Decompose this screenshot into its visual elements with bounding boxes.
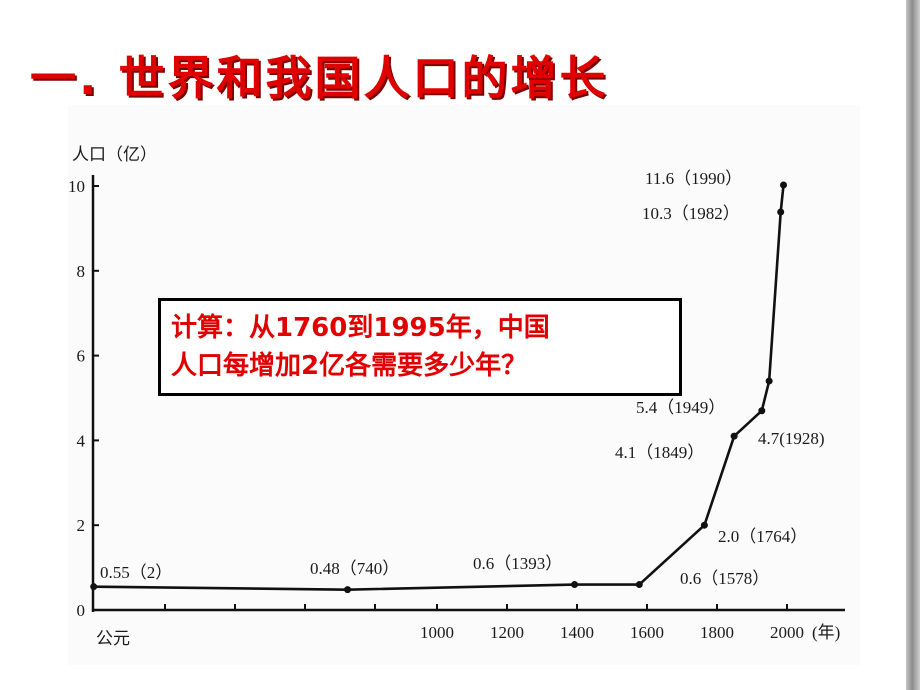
data-label: 2.0（1764） — [718, 527, 807, 546]
data-label: 11.6（1990） — [645, 169, 742, 188]
data-label: 0.48（740） — [310, 559, 399, 578]
data-point — [730, 432, 738, 440]
data-point — [635, 581, 643, 589]
y-tick-label: 2 — [77, 516, 86, 535]
data-label: 4.1（1849） — [615, 443, 704, 462]
y-tick-label: 0 — [77, 601, 86, 620]
y-tick-label: 6 — [77, 347, 86, 366]
data-label: 0.55（2） — [100, 563, 172, 582]
question-callout: 计算：从1760到1995年，中国 人口每增加2亿各需要多少年？ — [158, 298, 682, 396]
data-point — [777, 208, 785, 216]
data-point — [780, 181, 787, 189]
data-label: 10.3（1982） — [642, 204, 740, 223]
x-tick-label: 1400 — [560, 623, 594, 642]
data-point — [571, 581, 579, 589]
x-origin-label: 公元 — [96, 629, 130, 648]
x-tick-label: 1000 — [420, 623, 454, 642]
slide-frame-edge — [906, 0, 920, 690]
population-line — [93, 184, 785, 591]
data-point — [90, 583, 98, 591]
x-tick-label: 1600 — [630, 623, 664, 642]
y-tick-label: 10 — [68, 177, 85, 196]
x-tick-label: 2000 — [770, 623, 804, 642]
data-label: 5.4（1949） — [636, 398, 725, 417]
data-point — [344, 586, 352, 594]
data-point — [700, 521, 708, 529]
data-point — [765, 377, 773, 385]
data-label: 0.6（1393） — [473, 554, 562, 573]
data-label: 4.7(1928) — [758, 429, 825, 448]
y-tick-label: 4 — [77, 431, 86, 450]
slide-title: 一. 世界和我国人口的增长 — [30, 51, 609, 105]
x-axis-label: (年) — [812, 623, 840, 642]
data-point — [758, 407, 766, 415]
y-axis-label: 人口（亿） — [72, 145, 157, 164]
callout-line-1: 计算：从1760到1995年，中国 — [171, 313, 550, 343]
x-tick-label: 1200 — [490, 623, 524, 642]
x-tick-label: 1800 — [700, 623, 734, 642]
data-label: 0.6（1578） — [680, 569, 769, 588]
callout-line-2: 人口每增加2亿各需要多少年？ — [171, 351, 528, 381]
y-tick-label: 8 — [77, 262, 86, 281]
